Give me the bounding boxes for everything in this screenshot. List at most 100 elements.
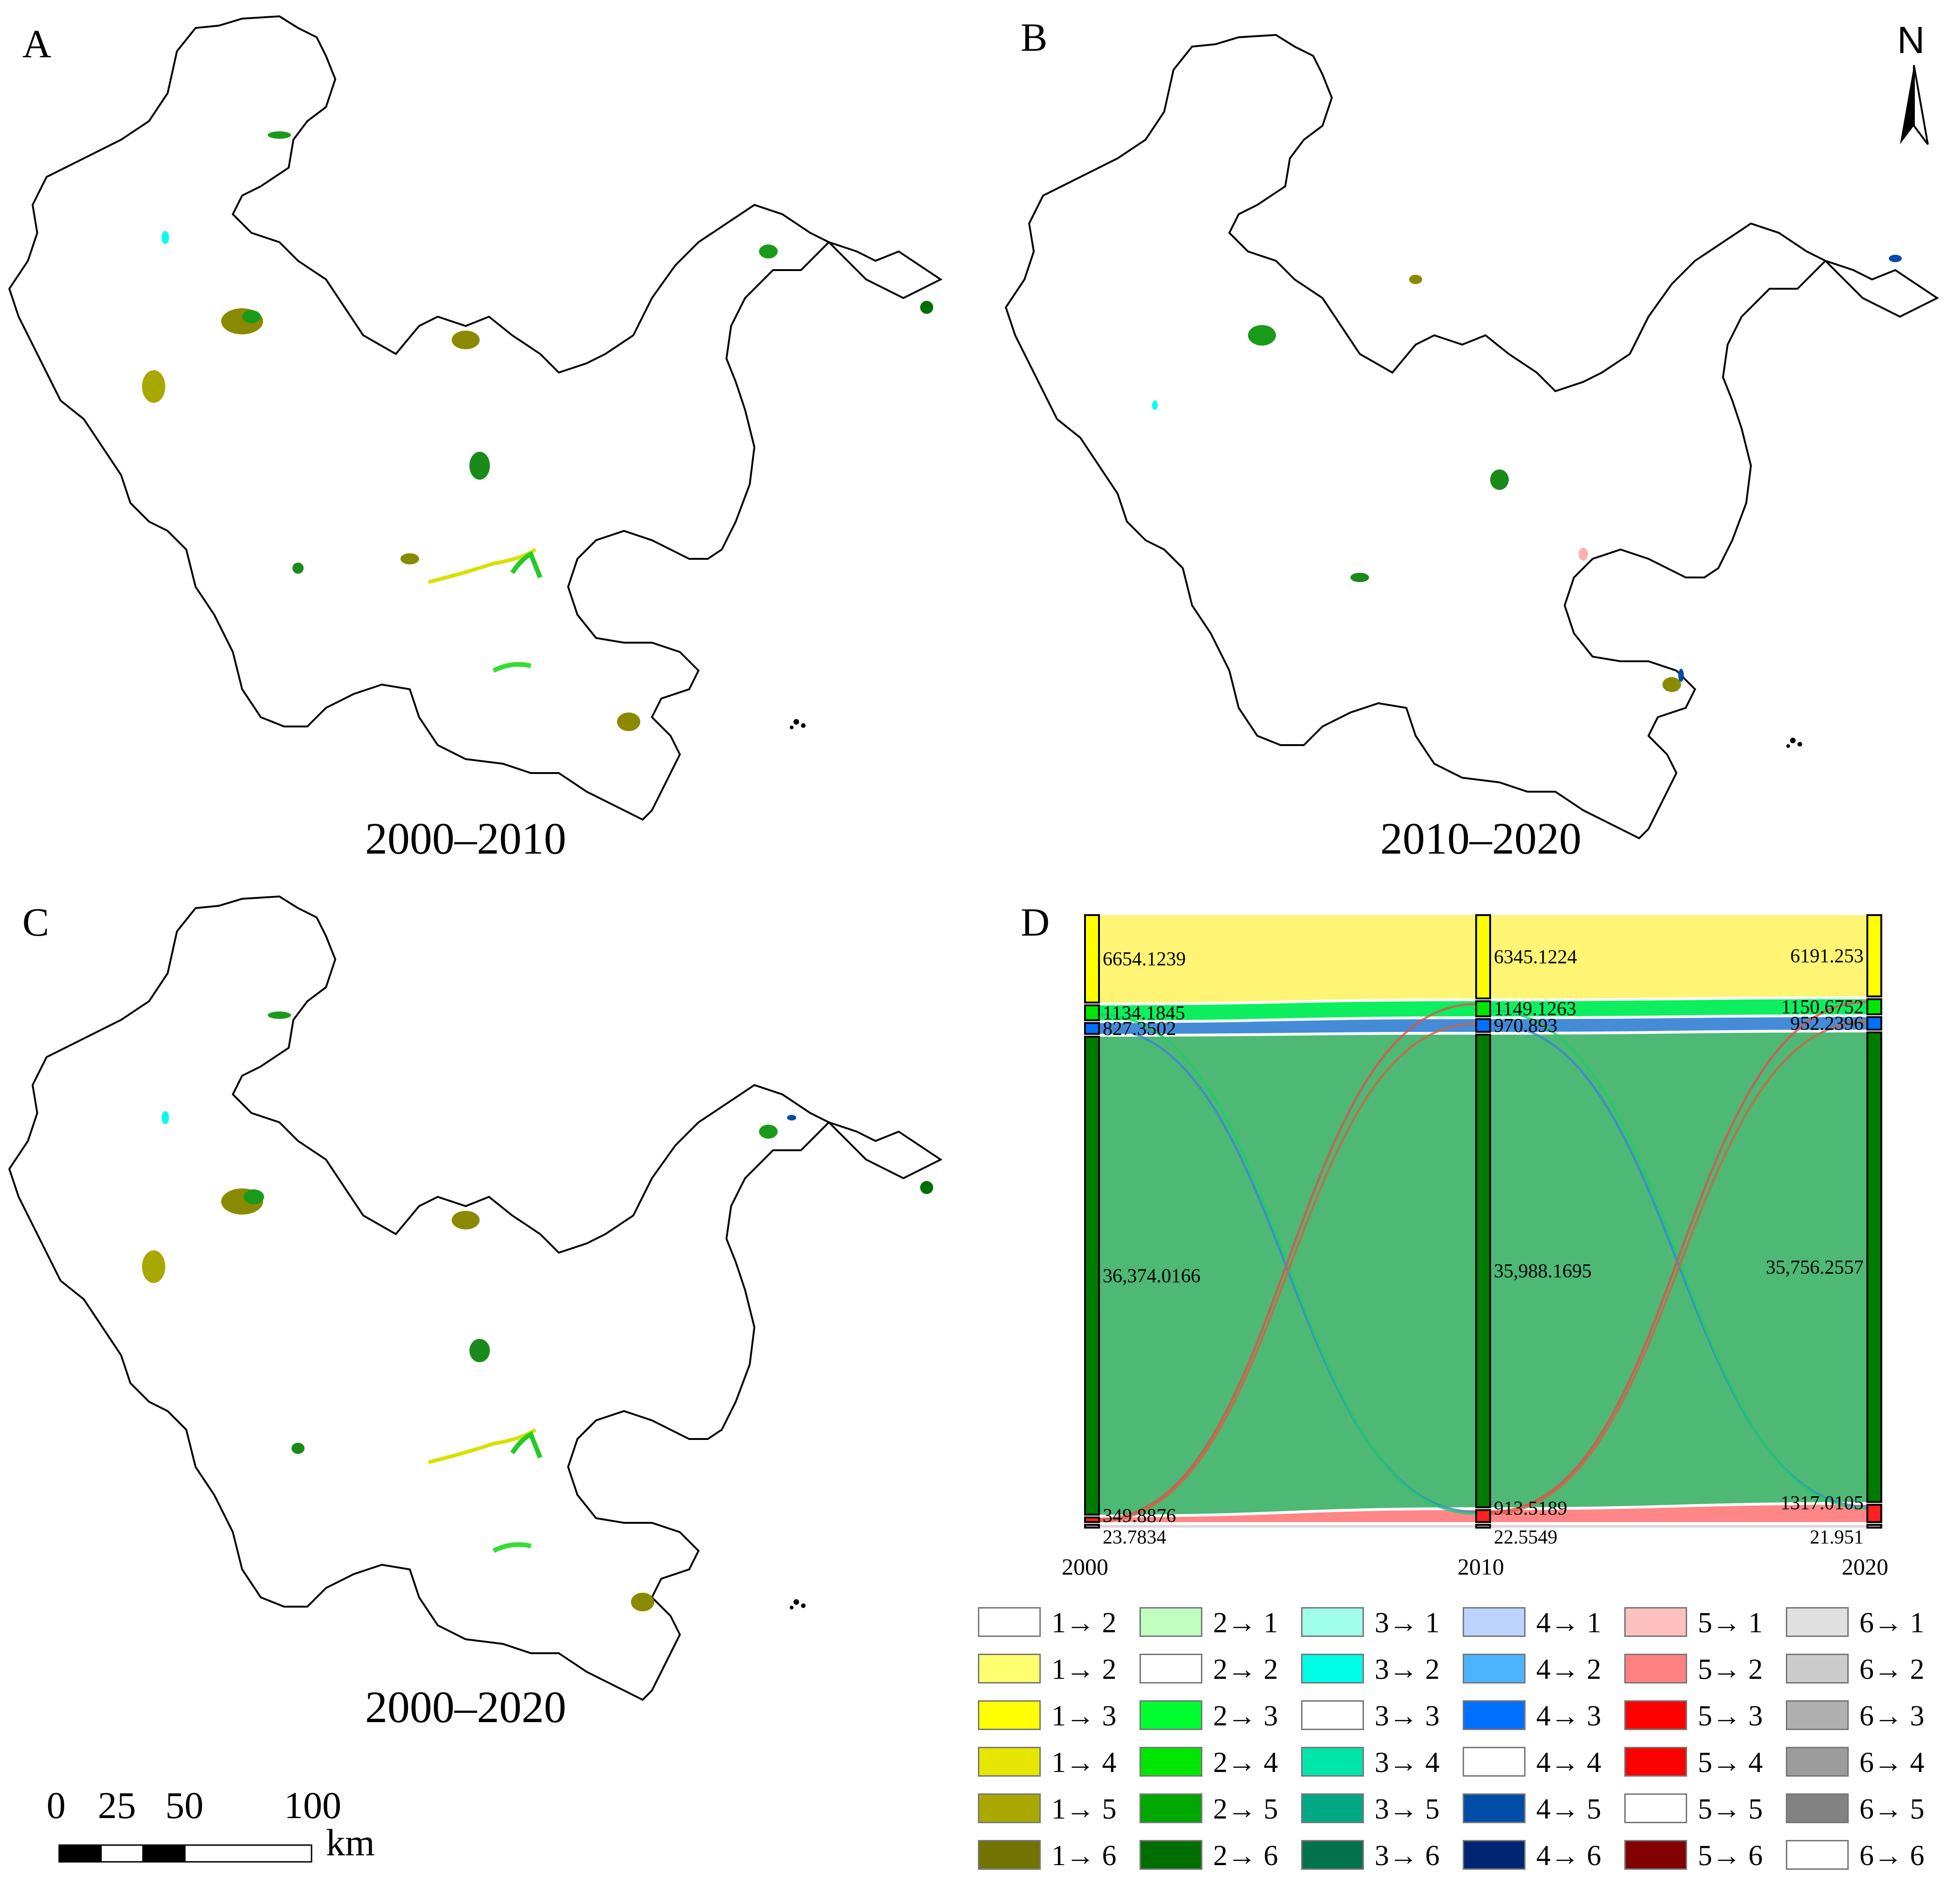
legend-swatch <box>1139 1654 1202 1683</box>
period-label-a: 2000–2010 <box>365 814 566 863</box>
legend-swatch <box>1624 1793 1687 1823</box>
legend-label: 6→ 3 <box>1859 1700 1925 1732</box>
legend-swatch <box>1463 1840 1526 1870</box>
sankey-node <box>1084 1524 1100 1529</box>
sankey-node <box>1084 1036 1100 1516</box>
year-label-2000: 2000 <box>1062 1554 1108 1580</box>
north-arrow: N <box>1891 19 1946 158</box>
panel-letter-d: D <box>1021 900 1050 944</box>
legend-swatch <box>1301 1700 1364 1730</box>
sankey-band <box>1490 1525 1867 1528</box>
land-change-patches-b <box>1152 255 1902 692</box>
legend-swatch <box>978 1654 1041 1683</box>
islands-a <box>790 719 806 729</box>
legend-item: 2→ 5 <box>1139 1791 1298 1828</box>
legend-swatch <box>978 1747 1041 1777</box>
legend-swatch <box>1786 1654 1849 1683</box>
legend-item: 6→ 1 <box>1786 1604 1944 1642</box>
legend-item: 5→ 1 <box>1624 1604 1783 1642</box>
map-a <box>8 15 942 821</box>
legend-label: 4→ 2 <box>1536 1654 1601 1685</box>
legend-label: 3→ 4 <box>1375 1747 1440 1778</box>
legend-item: 3→ 1 <box>1301 1604 1459 1642</box>
legend-item: 5→ 3 <box>1624 1697 1783 1735</box>
legend-swatch <box>978 1607 1041 1637</box>
sankey-node <box>1475 1018 1491 1033</box>
legend-swatch <box>1463 1793 1526 1823</box>
sankey-band <box>1099 1510 1476 1522</box>
legend-item: 6→ 6 <box>1786 1837 1944 1874</box>
sankey-node <box>1866 1524 1882 1529</box>
legend-label: 2→ 5 <box>1213 1793 1278 1825</box>
legend-swatch <box>1301 1654 1364 1683</box>
sankey-band <box>1099 1525 1476 1528</box>
sankey-node <box>1866 914 1882 998</box>
legend-label: 1→ 3 <box>1051 1700 1117 1732</box>
sankey-node <box>1475 1033 1491 1508</box>
legend-label: 1→ 4 <box>1051 1747 1117 1778</box>
legend-item: 4→ 5 <box>1463 1791 1621 1828</box>
legend-swatch <box>1624 1654 1687 1683</box>
legend-item: 4→ 2 <box>1463 1651 1621 1688</box>
legend-item: 5→ 2 <box>1624 1651 1783 1688</box>
legend-label: 1→ 5 <box>1051 1793 1117 1825</box>
legend-label: 3→ 1 <box>1375 1607 1440 1639</box>
legend-label: 5→ 6 <box>1698 1840 1763 1872</box>
sankey-node-value: 1134.1845 <box>1103 1003 1185 1024</box>
legend-item: 3→ 3 <box>1301 1697 1459 1735</box>
legend-swatch <box>1624 1747 1687 1777</box>
legend-item: 3→ 5 <box>1301 1791 1459 1828</box>
legend-item: 4→ 4 <box>1463 1744 1621 1781</box>
sankey-node <box>1084 1004 1100 1021</box>
legend-label: 4→ 1 <box>1536 1607 1601 1639</box>
legend-item: 6→ 5 <box>1786 1791 1944 1828</box>
legend-item: 1→ 6 <box>978 1837 1136 1874</box>
legend-label: 6→ 2 <box>1859 1654 1925 1685</box>
legend-item: 2→ 6 <box>1139 1837 1298 1874</box>
legend-item: 1→ 5 <box>978 1791 1136 1828</box>
sankey-band <box>1099 915 1476 1003</box>
legend-label: 5→ 5 <box>1698 1793 1763 1825</box>
sankey-node <box>1475 1000 1491 1018</box>
legend-item: 1→ 2 <box>978 1651 1136 1688</box>
legend-swatch <box>1301 1840 1364 1870</box>
legend-item: 3→ 4 <box>1301 1744 1459 1781</box>
legend-swatch <box>1139 1607 1202 1637</box>
legend-label: 3→ 5 <box>1375 1793 1440 1825</box>
legend-label: 6→ 1 <box>1859 1607 1925 1639</box>
legend-item: 2→ 2 <box>1139 1651 1298 1688</box>
sankey-node-value: 21.951 <box>1810 1527 1864 1548</box>
legend-swatch <box>1139 1840 1202 1870</box>
legend-label: 2→ 4 <box>1213 1747 1278 1778</box>
land-change-patches-a <box>142 131 933 731</box>
legend-swatch <box>1786 1607 1849 1637</box>
legend: 1→ 2 2→ 1 3→ 1 4→ 1 5→ 1 6→ 1 1→ 2 2→ 2 3→ 2 4→ 2… <box>978 1604 1956 1884</box>
legend-label: 3→ 2 <box>1375 1654 1440 1685</box>
scale-unit: km <box>326 1821 375 1864</box>
islands-b <box>1786 738 1802 748</box>
legend-label: 4→ 6 <box>1536 1840 1601 1872</box>
scale-tick-0: 0 <box>47 1784 66 1826</box>
sankey-node <box>1475 1509 1491 1523</box>
sankey-band <box>1490 915 1867 998</box>
legend-item: 5→ 6 <box>1624 1837 1783 1874</box>
legend-item: 1→ 3 <box>978 1697 1136 1735</box>
scale-tick-25: 25 <box>98 1784 136 1826</box>
legend-item: 5→ 5 <box>1624 1791 1783 1828</box>
sankey-node-value: 913.5189 <box>1494 1498 1567 1520</box>
legend-label: 1→ 2 <box>1051 1607 1117 1639</box>
sankey-node-value: 952.2396 <box>1790 1013 1864 1034</box>
sankey-node <box>1084 1022 1100 1035</box>
legend-swatch <box>1139 1700 1202 1730</box>
legend-item: 2→ 4 <box>1139 1744 1298 1781</box>
year-label-2020: 2020 <box>1842 1554 1888 1580</box>
legend-item: 3→ 6 <box>1301 1837 1459 1874</box>
legend-swatch <box>1786 1747 1849 1777</box>
sankey-node <box>1866 1504 1882 1523</box>
legend-label: 6→ 5 <box>1859 1793 1925 1825</box>
panel-letter-c: C <box>22 900 49 944</box>
land-change-patches-c <box>142 1011 933 1611</box>
sankey-node-value: 6345.1224 <box>1494 946 1577 968</box>
sankey-flow-line <box>1490 1001 1868 1514</box>
